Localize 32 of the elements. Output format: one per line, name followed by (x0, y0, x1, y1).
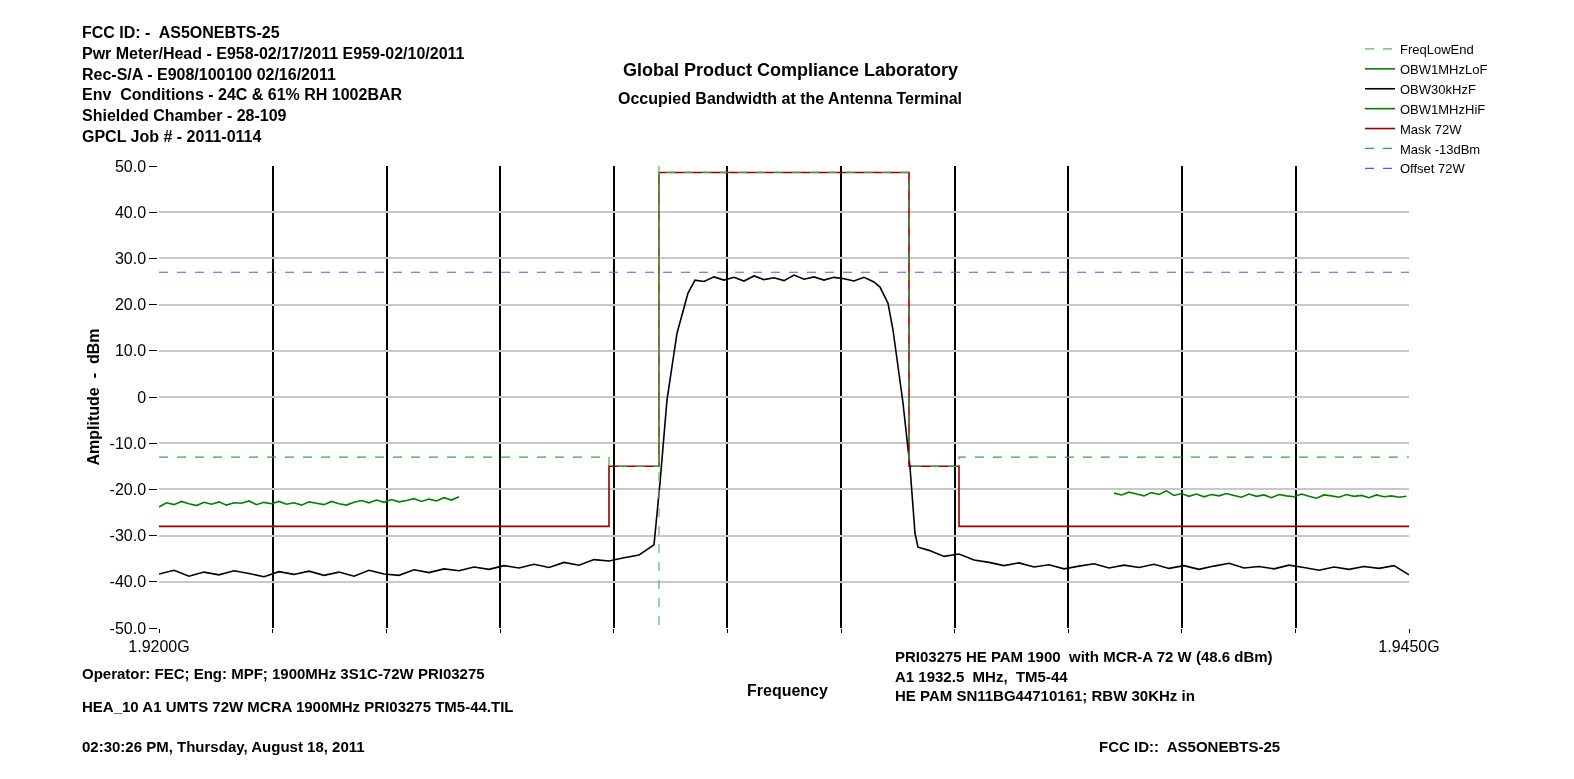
legend-label: OBW1MHzHiF (1400, 101, 1486, 117)
legend-label: OBW1MHzLoF (1400, 61, 1488, 77)
text: Operator: FEC; Eng: MPF; 1900MHz 3S1C-72W PRI03275 (82, 665, 485, 682)
y-tick-label: 50.0 (114, 157, 147, 175)
y-tick-label: -20.0 (109, 481, 147, 498)
line-series (1113, 489, 1408, 499)
text: 02:30:26 PM, Thursday, August 18, 2011 (82, 738, 365, 755)
y-axis-title: Amplitude - dBm (84, 328, 102, 466)
legend-label: Offset 72W (1400, 161, 1466, 177)
y-tick-label: 0 (137, 388, 147, 406)
y-tick-label: 10.0 (114, 342, 147, 360)
x-tick-label: 1.9200G (128, 638, 190, 656)
y-tick-label: 20.0 (114, 296, 147, 314)
x-axis-title: Frequency (747, 682, 829, 699)
y-tick-label: 40.0 (114, 203, 147, 221)
text: FCC ID: - AS5ONEBTS-25 Pwr Meter/Head - E958-02/17/2011 E959-02/10/2011 Rec-S/A - E908/100100 02/16/2011 Env Conditions - 24C & 61% RH 1002BAR Shielded Chamber - 28-109 GPCL Job # - 2011-0114 (82, 24, 465, 145)
y-tick-label: 30.0 (114, 250, 147, 267)
line-series (159, 495, 460, 508)
text: FCC ID:: AS5ONEBTS-25 (1099, 738, 1281, 755)
chart-subtitle: Occupied Bandwidth at the Antenna Terminal (618, 90, 963, 107)
y-tick-label: -30.0 (109, 527, 147, 545)
legend-label: Mask -13dBm (1400, 141, 1481, 157)
legend-label: FreqLowEnd (1400, 42, 1474, 58)
text: HEA_10 A1 UMTS 72W MCRA 1900MHz PRI03275 TM5-44.TIL (82, 698, 514, 715)
x-tick-label: 1.9450G (1378, 638, 1440, 656)
legend-label: Mask 72W (1400, 121, 1463, 137)
y-tick-label: -50.0 (109, 619, 147, 637)
chart-title: Global Product Compliance Laboratory (623, 60, 959, 80)
y-tick-label: -40.0 (109, 573, 147, 591)
y-tick-label: -10.0 (109, 434, 147, 452)
legend-label: OBW30kHzF (1400, 81, 1476, 97)
text: PRI03275 HE PAM 1900 with MCR-A 72 W (48.6 dBm) A1 1932.5 MHz, TM5-44 HE PAM SN11BG44710161; RBW 30KHz in (895, 648, 1273, 704)
